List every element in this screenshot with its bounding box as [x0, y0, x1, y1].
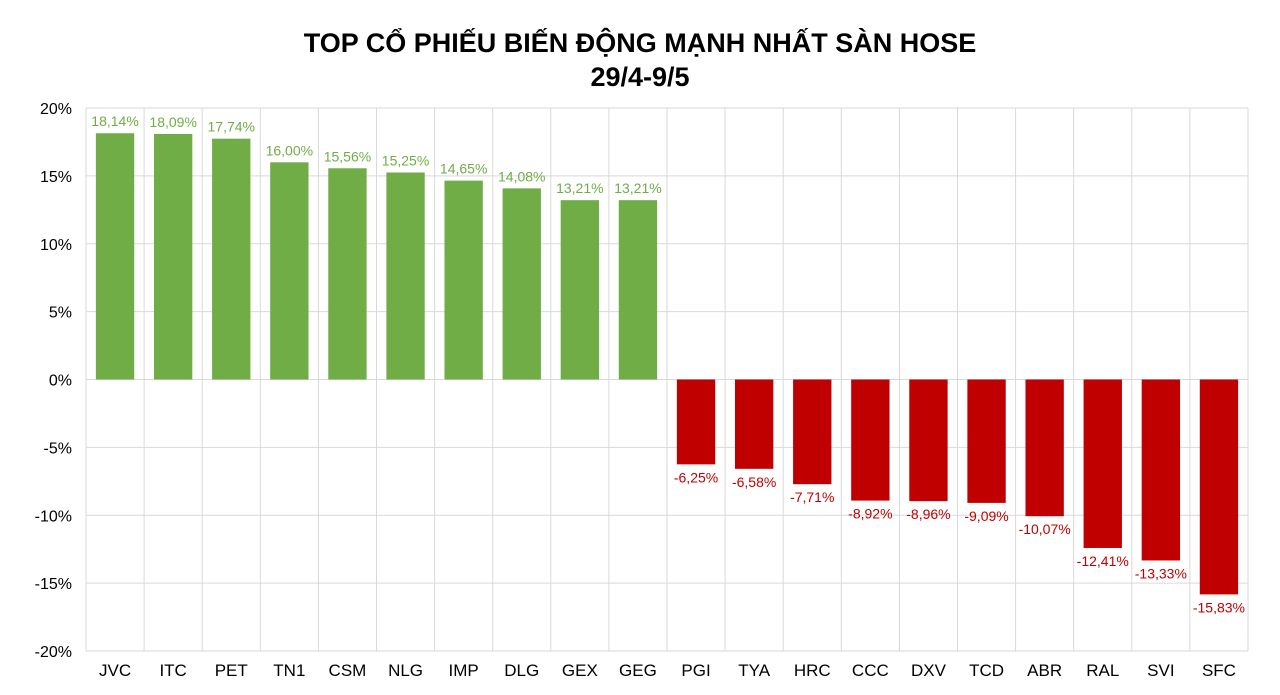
data-label: 16,00% — [266, 142, 313, 158]
bar-tcd — [967, 379, 1006, 503]
data-label: 18,14% — [91, 113, 138, 129]
data-label: 13,21% — [614, 180, 661, 196]
bar-geg — [618, 200, 658, 380]
bar-tya — [734, 379, 774, 469]
x-tick-label: PGI — [681, 661, 710, 680]
bar-jvc — [95, 133, 135, 380]
data-label: -12,41% — [1077, 553, 1129, 569]
data-label: -7,71% — [790, 489, 834, 505]
chart-title: TOP CỔ PHIẾU BIẾN ĐỘNG MẠNH NHẤT SÀN HOS… — [303, 28, 977, 58]
y-tick-label: -20% — [35, 644, 72, 661]
data-label: 17,74% — [208, 119, 255, 135]
y-tick-label: 15% — [40, 169, 72, 186]
data-label: 18,09% — [149, 114, 196, 130]
data-label: -8,92% — [848, 506, 892, 522]
x-tick-label: CCC — [852, 661, 889, 680]
data-label: 13,21% — [556, 180, 603, 196]
data-label: 15,56% — [324, 148, 371, 164]
data-label: -13,33% — [1135, 565, 1187, 581]
bar-svi — [1141, 379, 1181, 561]
y-tick-label: 10% — [40, 237, 72, 254]
data-label: -8,96% — [906, 506, 950, 522]
x-tick-label: PET — [215, 661, 248, 680]
bar-tn1 — [270, 162, 309, 380]
x-tick-label: ABR — [1027, 661, 1062, 680]
x-tick-label: TYA — [738, 661, 770, 680]
bar-sfc — [1199, 379, 1239, 595]
x-tick-label: TCD — [969, 661, 1004, 680]
bar-nlg — [386, 172, 425, 380]
bar-dxv — [909, 379, 948, 502]
x-tick-label: NLG — [388, 661, 423, 680]
bar-itc — [153, 133, 193, 380]
y-tick-label: 5% — [49, 305, 72, 322]
x-tick-label: DXV — [911, 661, 947, 680]
data-label: -6,58% — [732, 474, 776, 490]
x-tick-label: GEG — [619, 661, 657, 680]
y-tick-label: -5% — [44, 440, 72, 457]
x-tick-label: SFC — [1202, 661, 1236, 680]
data-label: -6,25% — [674, 469, 718, 485]
bar-gex — [560, 200, 600, 380]
bar-ral — [1083, 379, 1122, 548]
y-tick-label: -10% — [35, 508, 72, 525]
data-label: 14,08% — [498, 168, 545, 184]
data-label: -10,07% — [1019, 521, 1071, 537]
x-tick-label: GEX — [562, 661, 598, 680]
x-tick-label: JVC — [99, 661, 131, 680]
x-tick-label: ITC — [159, 661, 186, 680]
y-tick-label: 20% — [40, 101, 72, 118]
y-tick-label: -15% — [35, 576, 72, 593]
x-tick-label: TN1 — [273, 661, 305, 680]
data-label: 15,25% — [382, 152, 429, 168]
data-label: -9,09% — [964, 508, 1008, 524]
bar-pet — [212, 138, 251, 380]
x-tick-label: HRC — [794, 661, 831, 680]
y-tick-label: 0% — [49, 373, 72, 390]
x-tick-label: DLG — [504, 661, 539, 680]
data-label: -15,83% — [1193, 599, 1245, 615]
chart-subtitle: 29/4-9/5 — [590, 62, 690, 92]
bar-dlg — [502, 188, 541, 380]
bar-pgi — [676, 379, 716, 465]
bar-hrc — [793, 379, 832, 485]
x-tick-label: RAL — [1086, 661, 1119, 680]
bar-imp — [444, 180, 483, 380]
x-tick-label: CSM — [329, 661, 367, 680]
bar-ccc — [851, 379, 890, 501]
data-label: 14,65% — [440, 161, 487, 177]
x-tick-label: IMP — [449, 661, 479, 680]
bar-abr — [1025, 379, 1064, 517]
x-tick-label: SVI — [1147, 661, 1174, 680]
bar-csm — [328, 168, 367, 380]
